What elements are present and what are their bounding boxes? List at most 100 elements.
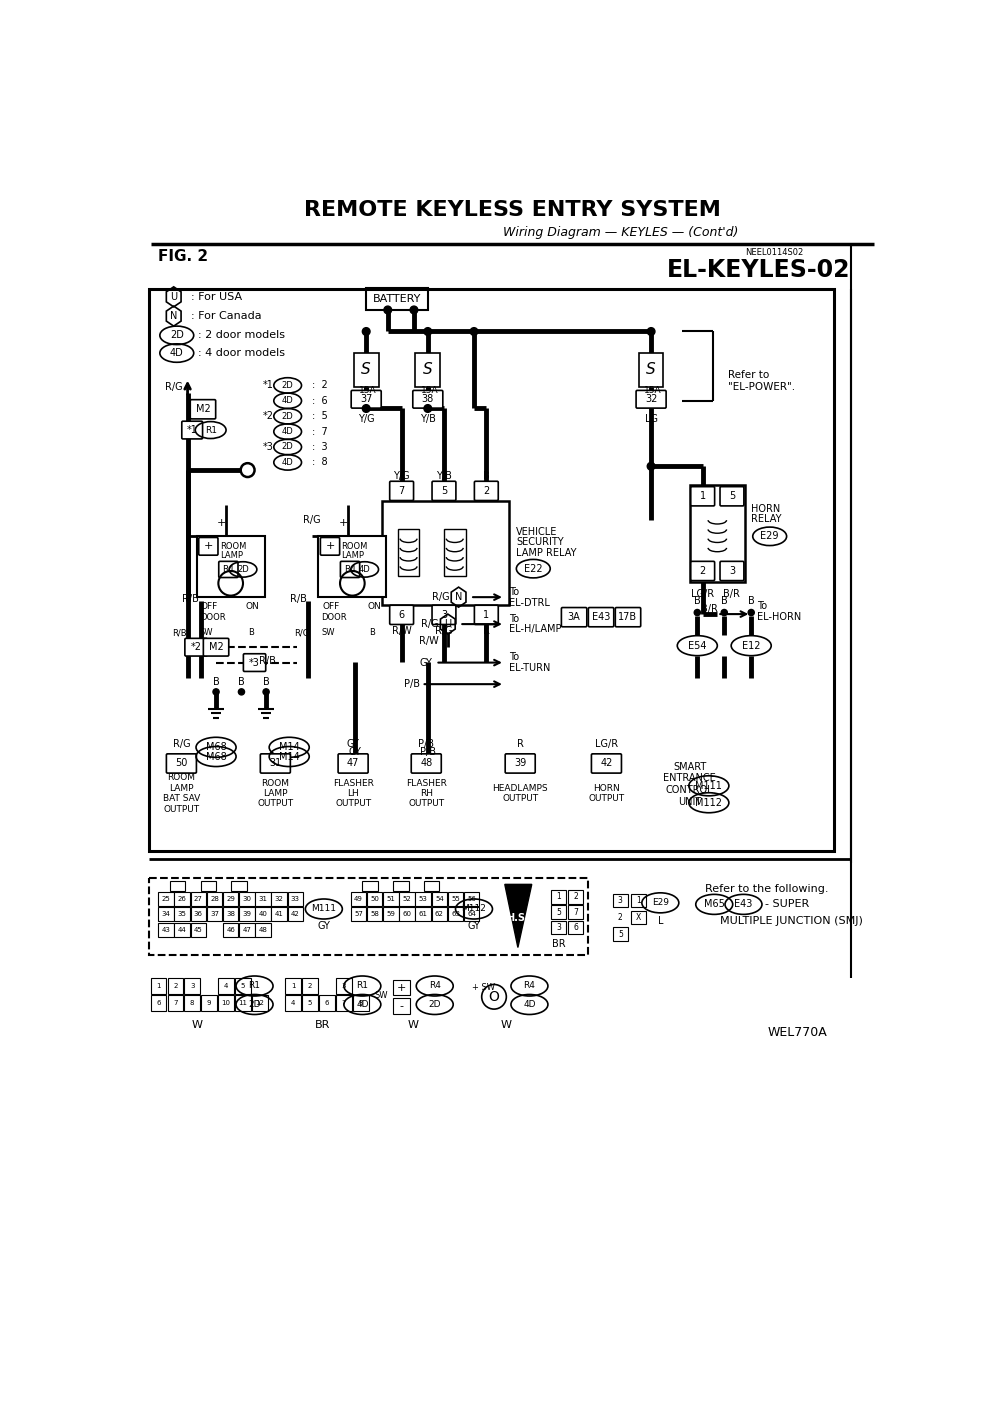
Text: E43: E43 [734, 900, 753, 910]
Bar [448, 907, 463, 921]
Text: M2: M2 [209, 642, 223, 652]
Bar [351, 891, 366, 906]
Text: 54: 54 [435, 896, 444, 901]
Circle shape [362, 328, 370, 335]
Text: 4D: 4D [523, 1000, 536, 1009]
Bar [367, 907, 382, 921]
Text: 2: 2 [573, 893, 578, 901]
Bar [353, 995, 369, 1010]
Text: 2D: 2D [282, 381, 294, 391]
Text: O: O [489, 989, 499, 1003]
Text: LG/R: LG/R [595, 739, 618, 749]
Text: 11: 11 [239, 1000, 248, 1006]
Text: 29: 29 [226, 896, 235, 901]
FancyBboxPatch shape [591, 754, 621, 773]
Bar [551, 890, 566, 904]
Polygon shape [505, 884, 532, 948]
FancyBboxPatch shape [260, 754, 290, 773]
FancyBboxPatch shape [720, 487, 744, 507]
Text: LG/R: LG/R [691, 589, 714, 599]
Text: R/G: R/G [303, 515, 321, 525]
Text: 3: 3 [618, 896, 623, 906]
Text: MULTIPLE JUNCTION (SMJ): MULTIPLE JUNCTION (SMJ) [720, 917, 863, 927]
Text: 42: 42 [291, 911, 300, 917]
Bar [366, 289, 428, 310]
Text: HORN
OUTPUT: HORN OUTPUT [588, 784, 625, 804]
Text: 5: 5 [729, 491, 735, 501]
Bar [551, 921, 566, 934]
Text: B/R: B/R [723, 589, 740, 599]
Text: - SUPER: - SUPER [765, 900, 809, 910]
Text: R4: R4 [524, 982, 535, 990]
Bar [174, 907, 190, 921]
Bar [432, 891, 447, 906]
Text: 3: 3 [556, 923, 561, 932]
Text: BATTERY: BATTERY [373, 294, 421, 304]
Text: NEEL0114S02: NEEL0114S02 [745, 249, 803, 258]
Bar [285, 978, 301, 993]
Text: 1: 1 [156, 983, 161, 989]
Text: ON: ON [367, 601, 381, 611]
FancyBboxPatch shape [390, 481, 414, 501]
Text: *2: *2 [191, 642, 202, 652]
FancyBboxPatch shape [432, 481, 456, 501]
FancyBboxPatch shape [190, 399, 216, 419]
Text: BR: BR [315, 1019, 330, 1030]
Bar [201, 995, 217, 1010]
Bar [613, 894, 628, 907]
Text: U: U [170, 291, 177, 301]
Text: ROOM
LAMP
BAT SAV
OUTPUT: ROOM LAMP BAT SAV OUTPUT [163, 774, 200, 814]
Text: +: + [217, 518, 226, 528]
Bar [239, 891, 255, 906]
Text: 2: 2 [618, 913, 623, 923]
Text: :  6: : 6 [312, 396, 328, 406]
Text: 6: 6 [399, 610, 405, 620]
Bar [631, 894, 646, 907]
Text: M111: M111 [695, 781, 722, 791]
Text: M2: M2 [196, 405, 210, 415]
Text: M68: M68 [206, 751, 226, 761]
Circle shape [748, 610, 754, 616]
Text: U: U [444, 620, 451, 630]
Text: 27: 27 [194, 896, 203, 901]
Text: RELAY: RELAY [751, 515, 782, 525]
Text: B: B [369, 628, 375, 637]
Text: 53: 53 [419, 896, 428, 901]
Bar [271, 907, 287, 921]
Bar [151, 978, 166, 993]
Text: 2D: 2D [282, 443, 294, 451]
Bar [568, 890, 583, 904]
Circle shape [424, 405, 432, 412]
Text: HEADLAMPS
OUTPUT: HEADLAMPS OUTPUT [492, 784, 548, 804]
Text: 3: 3 [342, 983, 346, 989]
Text: B: B [248, 628, 254, 637]
Text: FLASHER
LH
OUTPUT: FLASHER LH OUTPUT [333, 778, 374, 808]
Text: DOOR: DOOR [200, 613, 226, 621]
Text: E29: E29 [652, 899, 669, 907]
Bar [336, 995, 352, 1010]
Bar [288, 907, 303, 921]
Text: HORN: HORN [751, 504, 780, 514]
Text: R: R [483, 625, 490, 635]
Text: E29: E29 [760, 531, 779, 542]
Bar [223, 891, 238, 906]
Bar [285, 995, 301, 1010]
Text: 36: 36 [194, 911, 203, 917]
Text: 12: 12 [256, 1000, 264, 1006]
Text: M112: M112 [695, 798, 722, 808]
FancyBboxPatch shape [243, 654, 266, 672]
Text: 7: 7 [573, 907, 578, 917]
Text: 1: 1 [636, 896, 641, 906]
Text: ROOM
LAMP
OUTPUT: ROOM LAMP OUTPUT [257, 778, 293, 808]
Bar [362, 882, 378, 890]
Text: +: + [204, 542, 213, 552]
FancyBboxPatch shape [351, 391, 381, 408]
Text: E54: E54 [688, 641, 707, 651]
Bar [319, 995, 335, 1010]
Bar [568, 921, 583, 934]
Text: 48: 48 [259, 927, 267, 932]
Text: 2D: 2D [170, 330, 184, 341]
Bar [351, 907, 366, 921]
Text: LAMP RELAY: LAMP RELAY [516, 548, 577, 559]
Bar [399, 891, 415, 906]
